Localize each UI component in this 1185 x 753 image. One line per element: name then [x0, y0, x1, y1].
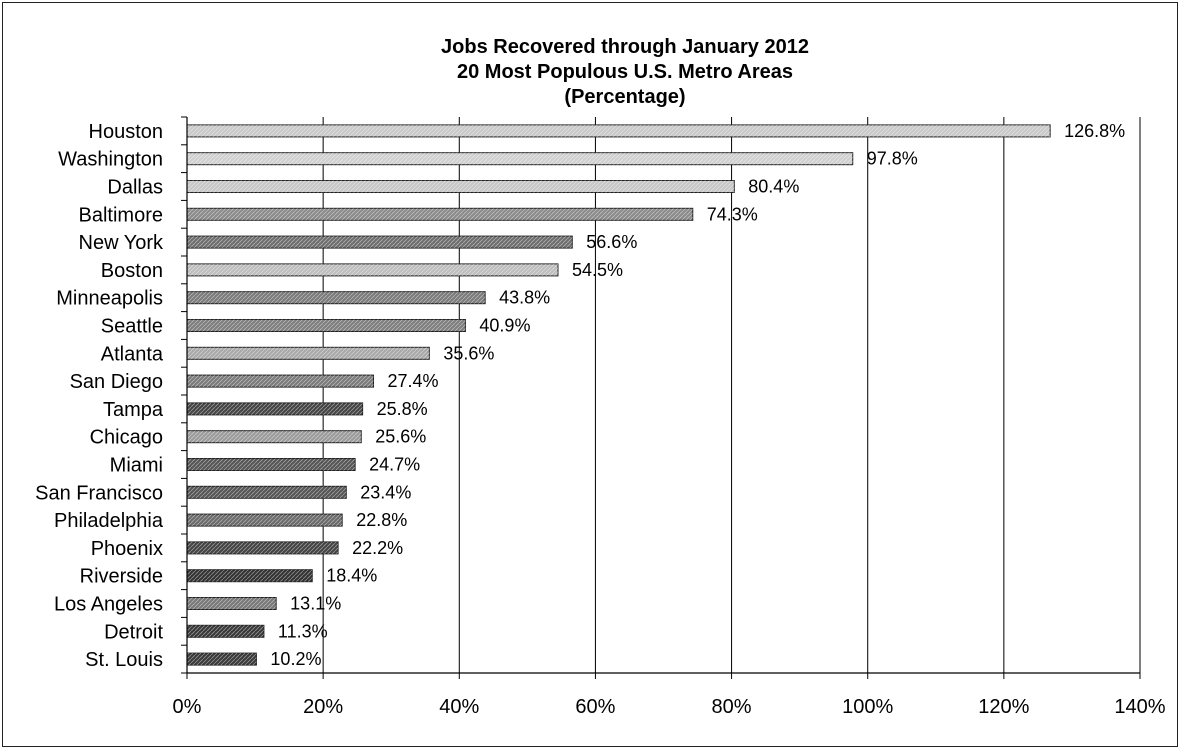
bar-chart: Jobs Recovered through January 2012 20 M…: [35, 36, 1166, 718]
category-label: Minneapolis: [56, 288, 163, 310]
bar-texture: [187, 152, 853, 165]
bar-texture: [187, 124, 1051, 137]
bar-texture: [187, 458, 356, 471]
data-label: 25.8%: [377, 399, 428, 419]
x-tick-label: 40%: [439, 696, 479, 718]
x-tick-label: 20%: [303, 696, 343, 718]
category-label: San Francisco: [35, 482, 163, 504]
category-label: Phoenix: [91, 538, 163, 560]
bar-texture: [187, 236, 573, 249]
bar-texture: [187, 653, 257, 666]
category-label: Chicago: [90, 427, 163, 449]
data-label: 23.4%: [360, 482, 411, 502]
data-label: 25.6%: [375, 427, 426, 447]
category-label: Washington: [58, 149, 163, 171]
x-tick-label: 60%: [575, 696, 615, 718]
data-label: 22.8%: [356, 510, 407, 530]
x-tick-label: 120%: [978, 696, 1029, 718]
bar-texture: [187, 541, 339, 554]
x-tick-label: 100%: [842, 696, 893, 718]
bar-texture: [187, 347, 430, 360]
data-label: 27.4%: [388, 371, 439, 391]
data-label: 74.3%: [707, 204, 758, 224]
gridlines: [322, 117, 1141, 673]
category-label: Baltimore: [79, 204, 163, 226]
bar-texture: [187, 402, 363, 415]
data-label: 80.4%: [748, 177, 799, 197]
category-label: New York: [79, 232, 164, 254]
data-label: 11.3%: [278, 621, 328, 641]
x-tick-label: 140%: [1114, 696, 1165, 718]
chart-subtitle-units: (Percentage): [564, 86, 685, 108]
data-label: 18.4%: [326, 566, 377, 586]
category-label: Los Angeles: [54, 594, 163, 616]
category-label: St. Louis: [85, 649, 163, 671]
bar-texture: [187, 625, 264, 638]
data-label: 54.5%: [572, 260, 623, 280]
axes: 0% 20% 40% 60% 80% 100% 120% 140% Houston Washing…: [35, 116, 1166, 718]
data-label: 56.6%: [586, 232, 637, 252]
chart-title: Jobs Recovered through January 2012: [441, 36, 809, 58]
data-label: 35.6%: [443, 343, 494, 363]
category-label: Dallas: [107, 177, 163, 199]
category-label: Detroit: [104, 621, 163, 643]
bars: 126.8% 97.8% 80.4% 74.3% 56.6% 54.5% 43.8% 40.9…: [186, 121, 1125, 669]
x-tick-label: 80%: [712, 696, 752, 718]
data-label: 22.2%: [352, 538, 403, 558]
data-label: 40.9%: [479, 316, 530, 336]
bar-texture: [187, 291, 486, 304]
bar-texture: [187, 514, 343, 527]
category-label: Tampa: [103, 399, 164, 421]
data-label: 43.8%: [499, 288, 550, 308]
category-label: Philadelphia: [54, 510, 164, 532]
data-label: 126.8%: [1064, 121, 1125, 141]
chart-subtitle: 20 Most Populous U.S. Metro Areas: [457, 61, 793, 83]
x-tick-label: 0%: [173, 696, 202, 718]
bar-texture: [187, 486, 347, 499]
bar-texture: [187, 319, 466, 332]
bar-texture: [187, 375, 374, 388]
bar-texture: [187, 597, 277, 610]
data-label: 24.7%: [369, 455, 420, 475]
data-label: 13.1%: [290, 594, 341, 614]
category-label: Seattle: [101, 316, 163, 338]
category-label: Atlanta: [101, 343, 164, 365]
data-label: 97.8%: [867, 149, 918, 169]
category-label: San Diego: [70, 371, 163, 393]
bar-texture: [187, 180, 735, 193]
category-label: Miami: [110, 455, 163, 477]
bar-texture: [187, 430, 362, 443]
bar-texture: [187, 569, 313, 582]
data-label: 10.2%: [270, 649, 321, 669]
category-label: Houston: [89, 121, 164, 143]
category-label: Riverside: [80, 566, 163, 588]
bar-texture: [187, 208, 693, 221]
bar-texture: [187, 263, 558, 276]
category-label: Boston: [101, 260, 163, 282]
